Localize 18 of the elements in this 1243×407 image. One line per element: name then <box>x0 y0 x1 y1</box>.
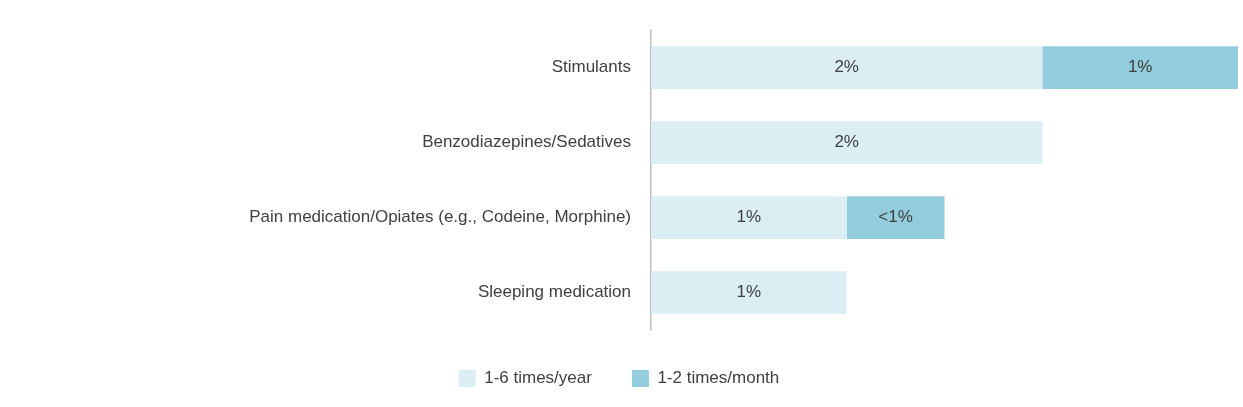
data-label: 2% <box>834 132 859 152</box>
data-label: 1% <box>736 282 762 302</box>
legend-label: 1-6 times/year <box>484 368 593 388</box>
bar <box>651 271 847 314</box>
y-tick-label: Benzodiazepines/Sedatives <box>422 132 631 152</box>
bar <box>1042 46 1238 90</box>
data-label: 1% <box>736 207 762 227</box>
y-tick-label: Pain medication/Opiates (e.g., Codeine, Morphine) <box>249 207 631 227</box>
legend-label: 1-2 times/month <box>657 368 780 388</box>
data-label: 2% <box>834 57 859 77</box>
bar <box>651 196 847 239</box>
bar <box>651 46 1043 90</box>
y-tick-label: Sleeping medication <box>477 282 631 302</box>
data-label: <1% <box>878 207 913 227</box>
y-tick-label: Stimulants <box>551 57 631 77</box>
bar <box>846 196 945 239</box>
bar <box>651 121 1043 164</box>
data-label: 1% <box>1127 57 1153 77</box>
